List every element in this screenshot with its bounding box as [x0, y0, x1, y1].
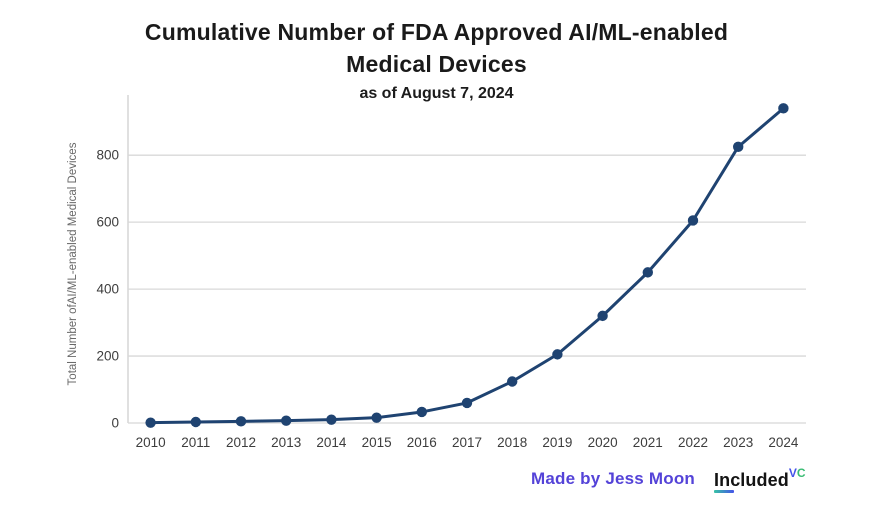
- logo-vc-letter-v: V: [788, 466, 797, 480]
- chart-title: Cumulative Number of FDA Approved AI/ML-…: [144, 19, 729, 77]
- data-point-2010: [145, 417, 156, 428]
- data-point-2013: [281, 415, 292, 426]
- x-tick-label: 2018: [497, 435, 527, 450]
- data-point-2014: [326, 414, 337, 425]
- logo-underline-accent: [714, 490, 734, 493]
- x-tick-label: 2013: [271, 435, 301, 450]
- x-tick-label: 2015: [362, 435, 392, 450]
- x-tick-label: 2010: [136, 435, 166, 450]
- data-point-2020: [597, 310, 608, 322]
- data-point-2022: [687, 215, 699, 226]
- logo-vc-letter-c: C: [796, 466, 806, 480]
- x-tick-label: 2014: [316, 435, 347, 450]
- x-tick-label: 2017: [452, 435, 482, 450]
- x-tick-label: 2011: [181, 435, 210, 450]
- y-tick-label: 800: [96, 148, 119, 163]
- data-point-2024: [778, 103, 789, 114]
- y-tick-label: 200: [96, 349, 119, 364]
- y-tick-label: 600: [96, 215, 119, 230]
- data-point-2021: [642, 267, 653, 278]
- data-point-2019: [552, 349, 563, 360]
- included-vc-logo: IncludedVC: [714, 466, 806, 493]
- logo-wordmark: Included: [714, 470, 789, 490]
- data-point-2015: [371, 412, 382, 423]
- x-tick-label: 2023: [723, 435, 753, 450]
- x-tick-label: 2012: [226, 435, 256, 450]
- data-point-2016: [416, 406, 427, 418]
- data-point-2017: [461, 397, 473, 409]
- data-point-2023: [733, 141, 744, 153]
- data-point-2011: [190, 416, 201, 428]
- x-tick-label: 2021: [633, 435, 663, 450]
- chart-subtitle: as of August 7, 2024: [359, 85, 514, 102]
- x-tick-label: 2016: [407, 435, 437, 450]
- logo-vc-superscript: VC: [789, 466, 806, 480]
- y-tick-label: 400: [96, 282, 119, 297]
- x-tick-label: 2019: [542, 435, 572, 450]
- x-tick-label: 2024: [768, 435, 799, 450]
- x-tick-label: 2020: [588, 435, 618, 450]
- x-tick-label: 2022: [678, 435, 708, 450]
- y-tick-label: 0: [111, 416, 119, 431]
- credit-text: Made by Jess Moon: [531, 469, 695, 488]
- data-point-2012: [235, 416, 247, 427]
- line-chart: 0 200 400 600 800 2010 2011 2012 2013 2014 2015 201…: [67, 95, 806, 450]
- chart-header: Cumulative Number of FDA Approved AI/ML-…: [0, 16, 873, 103]
- y-axis-title: Total Number ofAI/ML-enabled Medical Dev…: [67, 142, 79, 385]
- data-point-2018: [507, 376, 518, 387]
